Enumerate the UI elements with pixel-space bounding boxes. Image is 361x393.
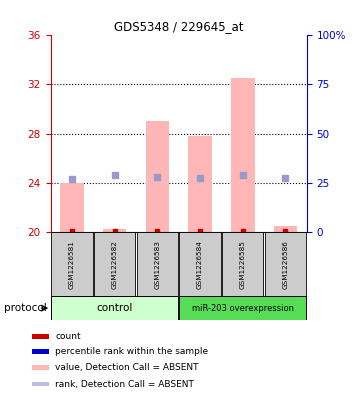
Text: percentile rank within the sample: percentile rank within the sample — [55, 347, 208, 356]
Bar — [32, 365, 48, 370]
Bar — [32, 349, 48, 354]
Title: GDS5348 / 229645_at: GDS5348 / 229645_at — [114, 20, 243, 33]
Bar — [179, 296, 306, 320]
Text: GSM1226585: GSM1226585 — [240, 240, 246, 289]
Text: rank, Detection Call = ABSENT: rank, Detection Call = ABSENT — [55, 380, 194, 389]
Text: GSM1226584: GSM1226584 — [197, 240, 203, 289]
Bar — [188, 136, 212, 232]
Bar — [51, 232, 93, 297]
Text: miR-203 overexpression: miR-203 overexpression — [192, 304, 294, 312]
Bar — [60, 183, 84, 232]
Text: value, Detection Call = ABSENT: value, Detection Call = ABSENT — [55, 363, 199, 372]
Bar — [32, 334, 48, 339]
Bar — [32, 382, 48, 386]
Bar — [94, 232, 135, 297]
Bar — [136, 232, 178, 297]
Bar — [51, 296, 178, 320]
Text: protocol: protocol — [4, 303, 46, 313]
Text: GSM1226586: GSM1226586 — [283, 240, 288, 289]
Bar — [145, 121, 169, 232]
Bar — [179, 232, 221, 297]
Text: control: control — [96, 303, 133, 313]
Bar — [103, 230, 126, 232]
Text: GSM1226581: GSM1226581 — [69, 240, 75, 289]
Text: GSM1226582: GSM1226582 — [112, 240, 118, 289]
Bar — [265, 232, 306, 297]
Bar — [231, 78, 255, 232]
Bar — [274, 226, 297, 232]
Text: GSM1226583: GSM1226583 — [155, 240, 160, 289]
Bar — [222, 232, 264, 297]
Text: count: count — [55, 332, 81, 341]
